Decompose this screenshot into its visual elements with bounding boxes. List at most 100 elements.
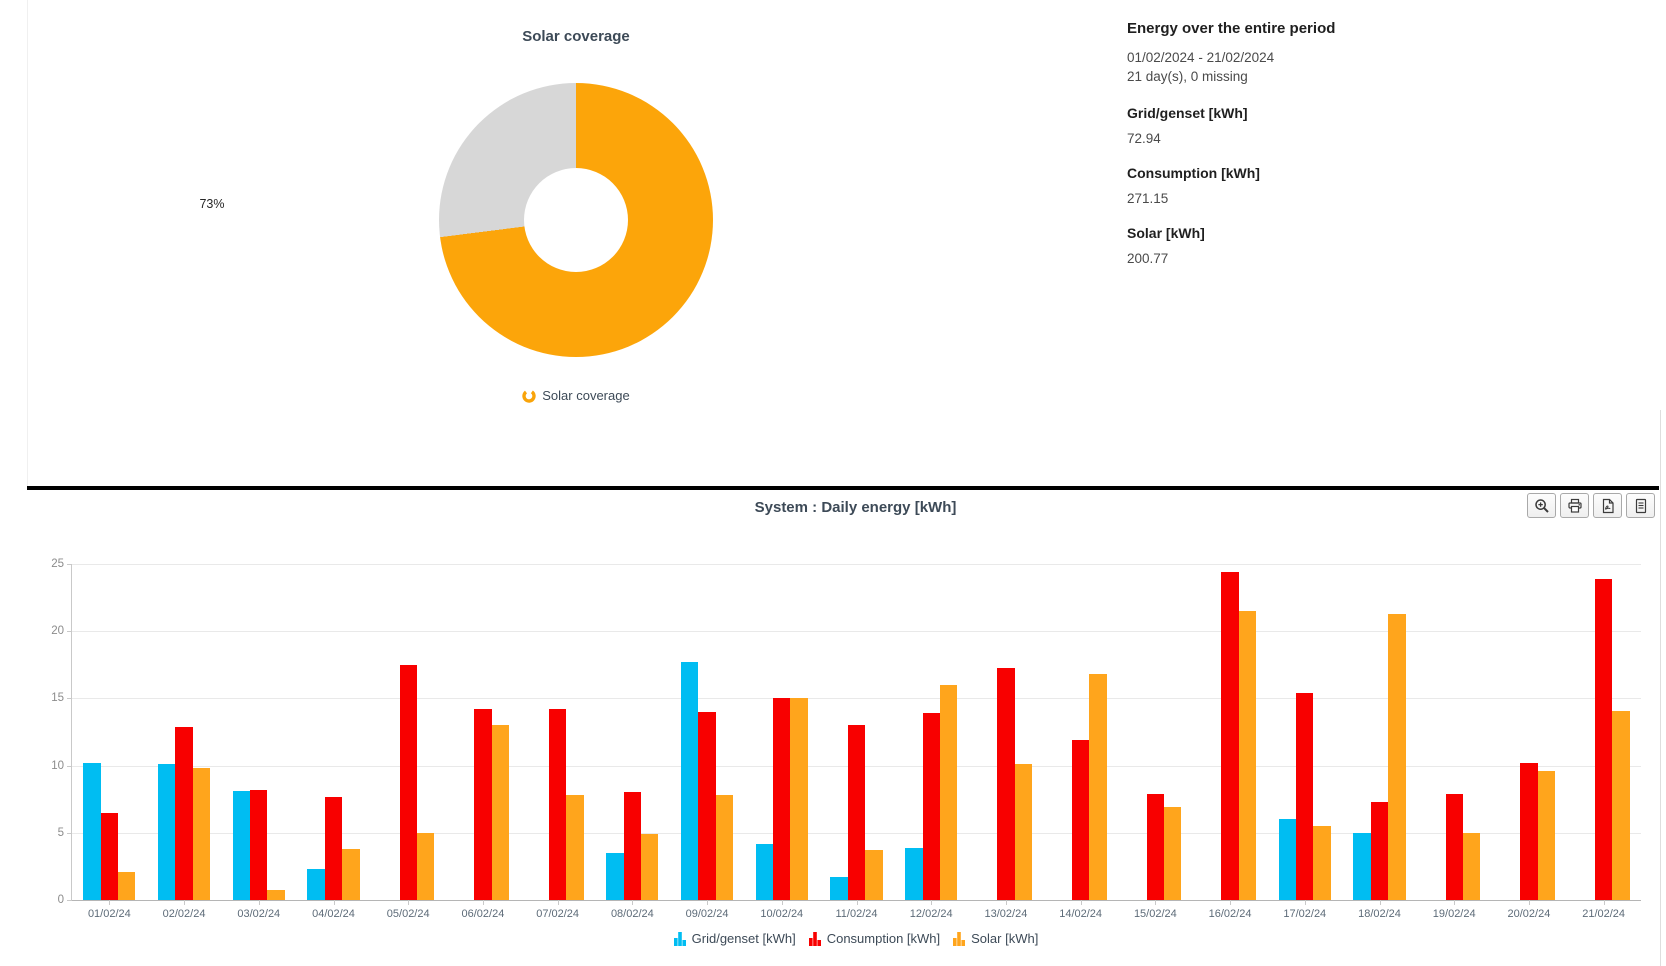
bar-solar-kwh bbox=[566, 795, 584, 900]
x-axis-label: 06/02/24 bbox=[461, 908, 505, 920]
bar-consumption-kwh bbox=[1221, 572, 1239, 900]
x-axis-tick bbox=[482, 900, 484, 905]
mini-bar-chart-icon bbox=[673, 932, 686, 946]
donut-hole bbox=[524, 168, 628, 272]
bar-solar-kwh bbox=[939, 684, 958, 900]
bar-solar-kwh bbox=[416, 832, 435, 900]
x-axis-tick bbox=[408, 900, 410, 905]
bar-consumption-kwh bbox=[1071, 740, 1090, 900]
zoom-button[interactable] bbox=[1527, 493, 1556, 518]
summary-panel: Energy over the entire period 01/02/2024… bbox=[1127, 20, 1457, 266]
y-axis-label: 15 bbox=[51, 692, 64, 705]
export-data-button[interactable] bbox=[1626, 493, 1655, 518]
x-axis-tick bbox=[1379, 900, 1381, 905]
bar-grid-genset-kwh bbox=[755, 843, 774, 900]
bar-group bbox=[446, 564, 521, 900]
x-axis-label: 18/02/24 bbox=[1358, 908, 1401, 920]
legend-item[interactable]: Solar [kWh] bbox=[952, 931, 1038, 946]
x-axis-label: 03/02/24 bbox=[237, 908, 281, 920]
bar-chart-title: System : Daily energy [kWh] bbox=[754, 499, 957, 516]
bar-group bbox=[595, 564, 670, 900]
bar-consumption-kwh bbox=[324, 796, 343, 900]
y-axis-label: 25 bbox=[51, 558, 64, 570]
magnifier-plus-icon bbox=[1534, 498, 1549, 513]
bar-consumption-kwh bbox=[1594, 578, 1613, 900]
x-axis-tick bbox=[632, 900, 634, 905]
bar-group bbox=[147, 564, 222, 900]
bar-solar-kwh bbox=[118, 871, 136, 900]
x-axis-tick bbox=[1155, 900, 1157, 905]
donut-percent-label: 73% bbox=[199, 197, 225, 211]
x-axis-label: 14/02/24 bbox=[1059, 908, 1103, 920]
summary-items: Grid/genset [kWh] 72.94 Consumption [kWh] 2… bbox=[1127, 105, 1457, 266]
x-axis-tick bbox=[1304, 900, 1306, 905]
bar-chart-plot: 0 5 10 15 20 25 01/02/24 02/02/24 03/02/24 04/02/… bbox=[51, 558, 1641, 920]
pdf-file-icon bbox=[1602, 498, 1614, 513]
y-axis-tick bbox=[67, 832, 72, 834]
bar-group bbox=[72, 564, 147, 900]
bar-group bbox=[371, 564, 446, 900]
bar-consumption-kwh bbox=[1445, 793, 1463, 900]
x-axis-label: 02/02/24 bbox=[162, 908, 206, 920]
chart-toolbar bbox=[1527, 493, 1655, 518]
summary-item-label: Solar [kWh] bbox=[1127, 225, 1205, 241]
donut-ring-icon bbox=[522, 388, 536, 403]
x-axis-label: 21/02/24 bbox=[1582, 908, 1626, 920]
y-gridline bbox=[72, 564, 1641, 565]
y-axis-tick bbox=[67, 631, 72, 633]
x-axis-label: 19/02/24 bbox=[1432, 908, 1476, 920]
x-axis-tick bbox=[781, 900, 783, 905]
bar-solar-kwh bbox=[1089, 674, 1107, 900]
x-axis-label: 16/02/24 bbox=[1208, 908, 1252, 920]
bar-solar-kwh bbox=[1238, 611, 1257, 900]
bar-consumption-kwh bbox=[474, 709, 492, 900]
x-axis-label: 07/02/24 bbox=[536, 908, 580, 920]
print-button[interactable] bbox=[1560, 493, 1589, 518]
x-axis-tick bbox=[1230, 900, 1232, 905]
printer-icon bbox=[1567, 498, 1582, 513]
x-axis-tick bbox=[184, 900, 186, 905]
x-axis-tick bbox=[931, 900, 933, 905]
x-axis-tick bbox=[1454, 900, 1456, 905]
bar-group bbox=[520, 564, 595, 900]
donut-legend-item[interactable]: Solar coverage bbox=[439, 388, 713, 403]
bar-consumption-kwh bbox=[847, 725, 866, 900]
bar-group bbox=[1566, 564, 1641, 900]
x-axis-tick bbox=[333, 900, 335, 905]
x-axis-label: 10/02/24 bbox=[760, 908, 804, 920]
right-edge-line bbox=[1660, 410, 1661, 966]
export-pdf-button[interactable] bbox=[1593, 493, 1622, 518]
y-gridline bbox=[72, 698, 1641, 700]
legend-item[interactable]: Grid/genset [kWh] bbox=[673, 931, 796, 946]
x-axis-label: 20/02/24 bbox=[1507, 908, 1551, 920]
bar-solar-kwh bbox=[1537, 770, 1555, 900]
x-axis-tick bbox=[557, 900, 559, 905]
bar-solar-kwh bbox=[1462, 832, 1481, 900]
bar-consumption-kwh bbox=[1370, 801, 1389, 900]
x-axis-tick bbox=[1603, 900, 1605, 905]
legend-item-label: Grid/genset [kWh] bbox=[691, 931, 796, 946]
bar-consumption-kwh bbox=[250, 789, 268, 900]
bar-solar-kwh bbox=[192, 768, 211, 900]
bar-solar-kwh bbox=[267, 889, 285, 900]
summary-date-range: 01/02/2024 - 21/02/2024 bbox=[1127, 50, 1275, 65]
summary-item-value: 271.15 bbox=[1127, 191, 1169, 206]
bar-grid-genset-kwh bbox=[1353, 832, 1371, 900]
legend-item[interactable]: Consumption [kWh] bbox=[808, 931, 940, 946]
x-axis-tick bbox=[258, 900, 260, 905]
summary-item-label: Consumption [kWh] bbox=[1127, 165, 1260, 181]
x-axis-label: 17/02/24 bbox=[1283, 908, 1327, 920]
bar-solar-kwh bbox=[1014, 764, 1032, 900]
bar-solar-kwh bbox=[1612, 710, 1630, 900]
bar-group bbox=[1492, 564, 1567, 900]
bar-solar-kwh bbox=[491, 725, 509, 900]
text-file-icon bbox=[1635, 498, 1646, 513]
bar-group bbox=[221, 564, 296, 900]
bar-consumption-kwh bbox=[1146, 793, 1165, 900]
bar-solar-kwh bbox=[865, 850, 883, 900]
y-axis-tick bbox=[67, 564, 72, 565]
y-axis-label: 0 bbox=[57, 894, 64, 906]
bar-consumption-kwh bbox=[1296, 693, 1314, 900]
x-axis-label: 08/02/24 bbox=[610, 908, 654, 920]
summary-days-info: 21 day(s), 0 missing bbox=[1127, 69, 1248, 84]
